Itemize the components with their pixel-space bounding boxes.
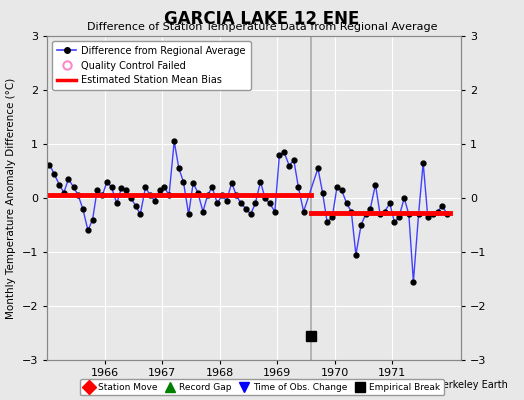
Legend: Difference from Regional Average, Quality Control Failed, Estimated Station Mean: Difference from Regional Average, Qualit… (52, 41, 250, 90)
Text: Berkeley Earth: Berkeley Earth (436, 380, 508, 390)
Text: GARCIA LAKE 12 ENE: GARCIA LAKE 12 ENE (165, 10, 359, 28)
Y-axis label: Monthly Temperature Anomaly Difference (°C): Monthly Temperature Anomaly Difference (… (6, 77, 16, 319)
Legend: Station Move, Record Gap, Time of Obs. Change, Empirical Break: Station Move, Record Gap, Time of Obs. C… (80, 379, 444, 396)
Text: Difference of Station Temperature Data from Regional Average: Difference of Station Temperature Data f… (87, 22, 437, 32)
